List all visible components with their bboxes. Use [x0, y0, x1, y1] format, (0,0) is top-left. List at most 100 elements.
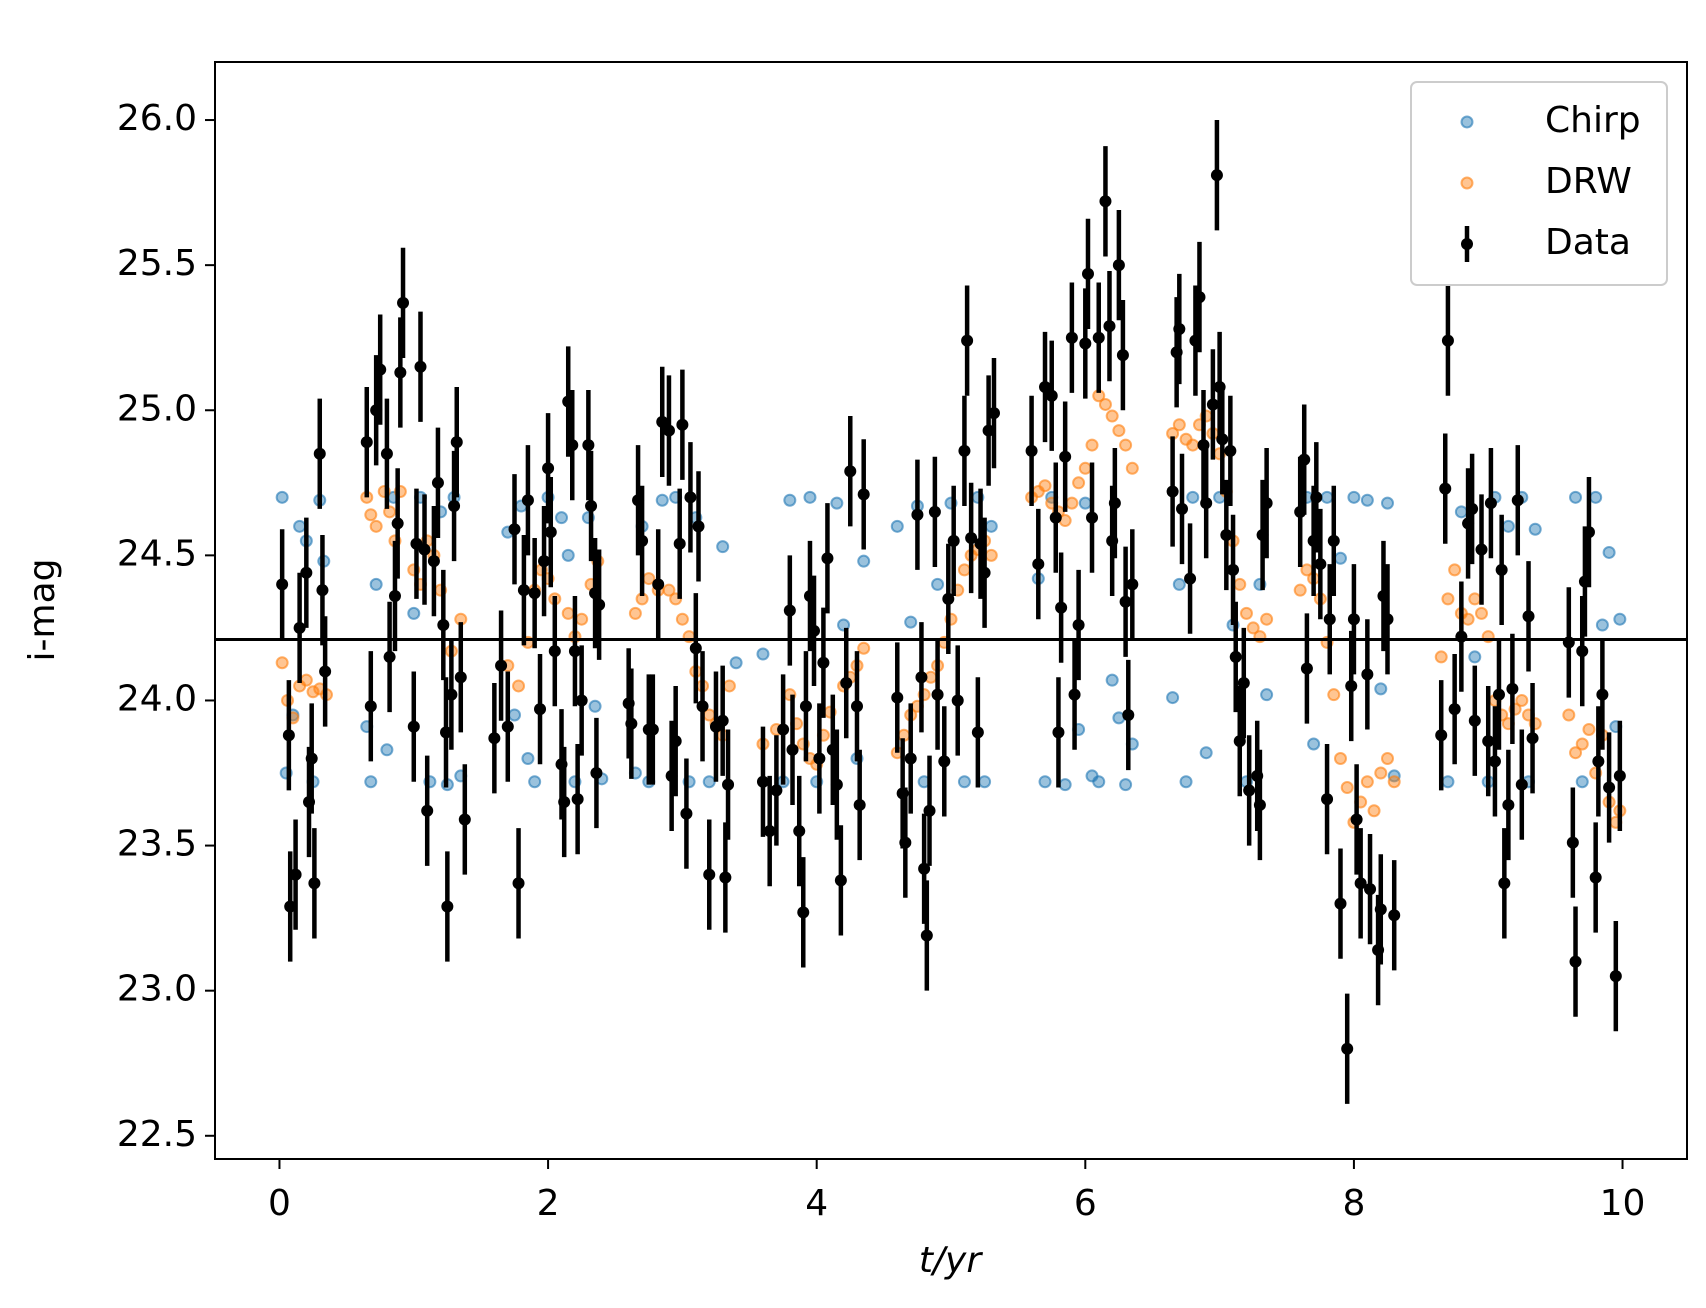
y-tick-label: 24.0 [117, 678, 197, 719]
data-point [282, 729, 295, 742]
data-point [853, 798, 866, 811]
data-point [799, 700, 812, 713]
data-point [316, 584, 329, 597]
data-point [1038, 775, 1052, 789]
data-point [692, 520, 705, 533]
data-point [971, 726, 984, 739]
data-point [407, 720, 420, 733]
data-point [625, 717, 638, 730]
data-point [1333, 551, 1347, 565]
data-point [1602, 545, 1616, 559]
data-point [803, 490, 817, 504]
data-point [548, 645, 561, 658]
data-point [1038, 479, 1052, 493]
data-point [1441, 334, 1454, 347]
data-point [488, 732, 501, 745]
data-point [756, 647, 770, 661]
data-point [391, 517, 404, 530]
data-point [1237, 677, 1250, 690]
data-point [1522, 610, 1535, 623]
data-point [1388, 909, 1401, 922]
data-point [891, 691, 904, 704]
data-point [1347, 490, 1361, 504]
data-point [521, 494, 534, 507]
data-point [1495, 563, 1508, 576]
data-point [1595, 618, 1609, 632]
data-point [590, 767, 603, 780]
data-point [1569, 746, 1583, 760]
data-point [427, 555, 440, 568]
legend-marker [1461, 238, 1473, 250]
data-point [1079, 337, 1092, 350]
data-point [1576, 645, 1589, 658]
data-point [364, 508, 378, 522]
data-point [696, 700, 709, 713]
data-point [558, 796, 571, 809]
data-point [1468, 714, 1481, 727]
data-point [293, 621, 306, 634]
data-point [561, 548, 575, 562]
data-point [1575, 737, 1589, 751]
data-point [918, 862, 931, 875]
data-point [1186, 438, 1200, 452]
data-point [1528, 522, 1542, 536]
data-point [1448, 563, 1462, 577]
data-point [1243, 784, 1256, 797]
data-point [293, 519, 307, 533]
data-point [1049, 511, 1062, 524]
data-point [1186, 490, 1200, 504]
data-point [899, 836, 912, 849]
legend-box [1410, 81, 1668, 286]
data-point [763, 825, 776, 838]
data-point [1609, 970, 1622, 983]
data-point [1613, 612, 1627, 626]
data-point [1345, 679, 1358, 692]
data-point [299, 673, 313, 687]
data-point [1239, 606, 1253, 620]
data-point [566, 439, 579, 452]
data-point [319, 665, 332, 678]
data-point [1059, 450, 1072, 463]
data-point [1293, 583, 1307, 597]
x-tick-label: 4 [805, 1183, 828, 1224]
data-point [1333, 752, 1347, 766]
plot-area [275, 120, 1627, 1104]
data-point [561, 606, 575, 620]
data-point [923, 804, 936, 817]
data-point [582, 439, 595, 452]
data-point [458, 813, 471, 826]
data-point [1246, 621, 1260, 635]
data-point [1119, 438, 1133, 452]
data-point [1482, 735, 1495, 748]
data-point [844, 465, 857, 478]
y-tick-label: 23.0 [117, 969, 197, 1010]
data-point [571, 793, 584, 806]
data-point [300, 566, 313, 579]
data-point [1468, 592, 1482, 606]
data-point [1193, 291, 1206, 304]
data-point [1058, 778, 1072, 792]
data-point [1441, 775, 1455, 789]
data-point [1166, 691, 1180, 705]
legend-label: Data [1545, 222, 1631, 263]
data-point [313, 447, 326, 460]
data-point [911, 508, 924, 521]
data-point [1125, 461, 1139, 475]
data-point [1172, 418, 1186, 432]
data-point [817, 656, 830, 669]
data-point [837, 618, 851, 632]
data-point [1098, 397, 1112, 411]
data-point [636, 534, 649, 547]
data-point [1092, 775, 1106, 789]
data-point [1511, 494, 1524, 507]
data-point [388, 589, 401, 602]
data-point [308, 877, 321, 890]
data-point [374, 363, 387, 376]
data-point [542, 462, 555, 475]
data-point [813, 752, 826, 765]
data-point [275, 490, 289, 504]
data-point [1166, 485, 1179, 498]
data-point [1119, 778, 1133, 792]
data-point [716, 714, 729, 727]
data-point [364, 700, 377, 713]
